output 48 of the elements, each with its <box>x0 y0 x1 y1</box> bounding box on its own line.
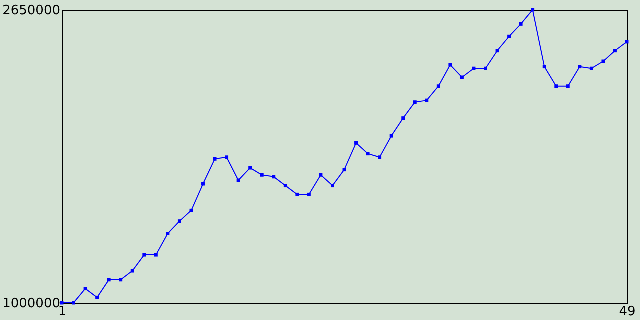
point <box>130 269 134 273</box>
point <box>225 156 229 160</box>
point <box>119 278 123 282</box>
point <box>566 84 570 88</box>
point <box>319 173 323 177</box>
point <box>402 116 406 120</box>
point <box>330 184 334 188</box>
point <box>436 84 440 88</box>
line-series <box>60 8 629 305</box>
point <box>472 66 476 70</box>
point <box>307 192 311 196</box>
point <box>296 192 300 196</box>
x-tick-label: 49 <box>619 304 636 320</box>
point <box>460 76 464 80</box>
point <box>508 34 512 38</box>
point <box>202 182 205 186</box>
point <box>413 100 417 104</box>
point <box>554 84 558 88</box>
point <box>213 157 217 161</box>
point <box>448 63 452 67</box>
point <box>248 166 252 170</box>
point <box>190 208 194 212</box>
point <box>178 220 182 224</box>
point <box>96 296 100 300</box>
point <box>84 287 88 291</box>
point <box>284 184 288 188</box>
point <box>484 66 488 70</box>
point <box>390 134 394 138</box>
point <box>272 175 276 179</box>
point <box>590 66 594 70</box>
point <box>613 49 617 53</box>
point <box>107 278 111 282</box>
x-tick-label: 1 <box>58 304 67 320</box>
point <box>260 173 264 177</box>
point <box>142 253 146 257</box>
point <box>354 141 358 145</box>
y-tick-label: 2650000 <box>2 4 60 18</box>
point <box>366 152 370 156</box>
point <box>154 253 158 257</box>
point <box>378 156 382 160</box>
point <box>236 178 240 182</box>
point <box>496 49 500 53</box>
point <box>542 65 546 69</box>
y-tick-label: 1000000 <box>2 296 60 312</box>
point <box>425 98 429 102</box>
point <box>166 232 170 236</box>
point <box>578 65 582 69</box>
point <box>519 22 523 26</box>
